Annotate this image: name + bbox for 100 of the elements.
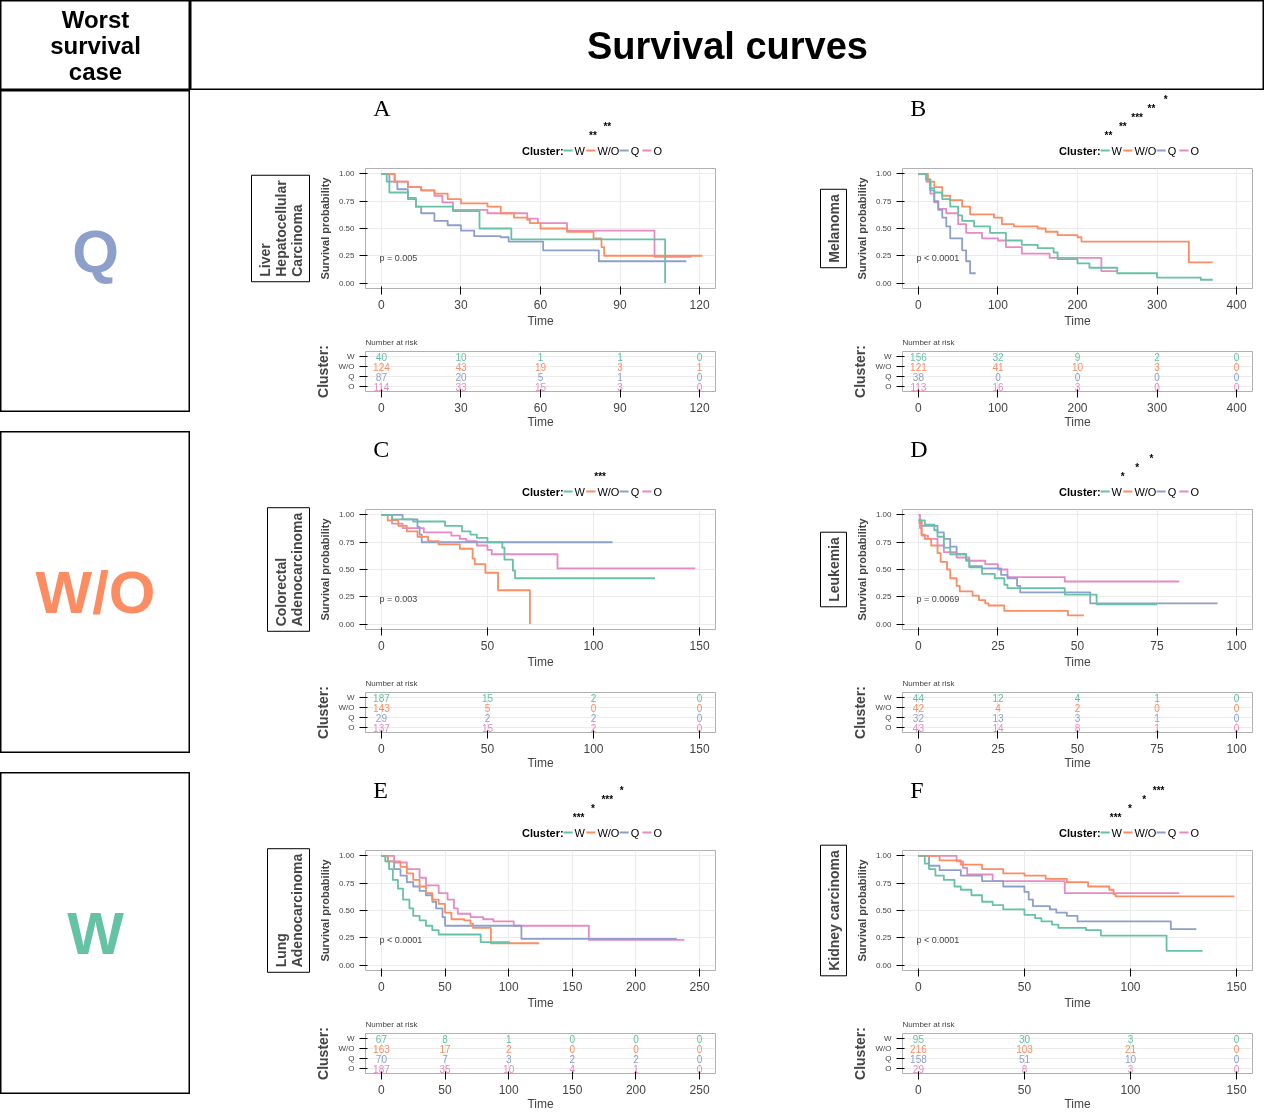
data-label: 0 — [1154, 371, 1161, 383]
text: Worst survival case — [50, 6, 141, 85]
legend-label: W — [1111, 485, 1123, 498]
data-label: 2 — [1074, 702, 1081, 714]
data-label: 43 — [455, 361, 467, 373]
data-label: 15 — [534, 381, 547, 393]
text: * — [1142, 793, 1147, 805]
y-tick-label: O — [348, 1064, 355, 1073]
y-tick-label: 0.00 — [338, 278, 356, 288]
y-tick-label: 0.50 — [338, 906, 356, 915]
legend-title: Cluster: — [1059, 826, 1101, 839]
x-tick-label: 0 — [378, 979, 386, 994]
data-label: 42 — [912, 702, 925, 714]
x-tick-label: 25 — [991, 638, 1005, 653]
y-tick-label: W — [346, 1034, 355, 1043]
data-label: 143 — [373, 702, 391, 714]
y-tick-label: 0.75 — [338, 537, 356, 547]
data-label: 32 — [912, 712, 925, 724]
text: *** — [1109, 811, 1122, 823]
x-axis-title: Time — [1064, 313, 1091, 328]
legend-label: W/O — [1134, 144, 1157, 157]
x-tick-label: 100 — [1226, 741, 1247, 756]
data-label: 2 — [484, 712, 491, 724]
y-tick-label: Q — [348, 1054, 355, 1063]
text: ** — [1118, 120, 1127, 132]
data-label: 0 — [590, 702, 597, 714]
y-tick-label: W — [883, 352, 892, 361]
data-label: 0 — [1233, 351, 1240, 363]
legend-title: Cluster: — [1059, 485, 1101, 498]
data-label: 13 — [992, 712, 1004, 724]
data-label: 0 — [696, 1033, 703, 1045]
y-tick-label: 0.00 — [875, 960, 893, 970]
data-label: 0 — [633, 1033, 640, 1045]
x-tick-label: 0 — [915, 638, 923, 653]
data-label: 0 — [1233, 361, 1240, 373]
data-label: 67 — [375, 1033, 388, 1045]
data-label: 0 — [1154, 702, 1161, 714]
data-label: 0 — [633, 1043, 640, 1055]
y-axis-title: Survival probability — [318, 517, 331, 621]
x-tick-label: 150 — [562, 979, 583, 994]
x-tick-label: 200 — [625, 1082, 647, 1097]
legend-label: O — [653, 144, 663, 157]
y-tick-label: W — [346, 693, 355, 702]
chart-title: Number at risk — [365, 1019, 419, 1029]
text: C — [373, 435, 390, 462]
text: Colorectal Adenocarcinoma — [272, 512, 305, 627]
data-label: 2 — [505, 1043, 512, 1055]
y-tick-label: O — [348, 382, 355, 391]
x-tick-label: 0 — [378, 400, 386, 415]
data-label: 4 — [1074, 692, 1081, 704]
y-tick-label: 0.25 — [875, 933, 893, 943]
data-label: 1 — [1154, 692, 1161, 704]
data-label: 4 — [995, 702, 1002, 714]
x-tick-label: 90 — [613, 400, 628, 415]
legend-label: W — [1111, 826, 1123, 839]
x-tick-label: 100 — [498, 979, 520, 994]
text: * — [591, 802, 596, 814]
chart-title: Number at risk — [365, 337, 419, 347]
data-label: 29 — [912, 1063, 925, 1075]
y-tick-label: W/O — [338, 1044, 355, 1053]
data-label: 0 — [696, 1053, 703, 1065]
text: Survival curves — [587, 24, 868, 67]
data-label: 12 — [992, 692, 1004, 704]
legend-label: W/O — [597, 485, 620, 498]
y-tick-label: 0.50 — [875, 565, 893, 574]
text: ** — [589, 129, 597, 141]
data-label: 156 — [910, 351, 928, 363]
x-tick-label: 100 — [1120, 1082, 1141, 1097]
text: * — [1149, 452, 1154, 464]
legend-label: W — [1111, 144, 1123, 157]
data-label: 33 — [455, 381, 467, 393]
x-axis-title: Time — [527, 313, 554, 328]
data-label: 32 — [992, 351, 1004, 363]
data-label: 187 — [373, 1063, 391, 1075]
x-tick-label: 100 — [1120, 979, 1141, 994]
data-label: 0 — [995, 371, 1002, 383]
data-label: 124 — [373, 361, 391, 373]
text: * — [1128, 802, 1133, 814]
text: *** — [1152, 784, 1165, 796]
y-axis-title: Survival probability — [318, 858, 331, 962]
text: Liver Hepatocellular Carcinoma — [256, 179, 305, 277]
y-tick-label: O — [885, 382, 892, 391]
x-tick-label: 150 — [1226, 1082, 1247, 1097]
x-tick-label: 50 — [480, 638, 495, 653]
x-tick-label: 400 — [1226, 297, 1247, 312]
legend-title: Cluster: — [1059, 144, 1101, 157]
data-label: 103 — [1016, 1043, 1034, 1055]
x-tick-label: 150 — [1226, 979, 1247, 994]
y-axis-title: Survival probability — [855, 517, 868, 621]
text: *** — [1131, 111, 1144, 123]
text: E — [373, 776, 388, 803]
data-label: 14 — [992, 722, 1004, 734]
text: W/O — [35, 559, 156, 626]
y-tick-label: 0.25 — [875, 251, 893, 261]
data-label: 3 — [1154, 361, 1161, 373]
data-label: 0 — [696, 351, 703, 363]
x-tick-label: 0 — [915, 400, 923, 415]
y-axis-title: Cluster: — [314, 345, 331, 398]
chart-title: Number at risk — [365, 678, 419, 688]
data-label: 216 — [910, 1043, 928, 1055]
